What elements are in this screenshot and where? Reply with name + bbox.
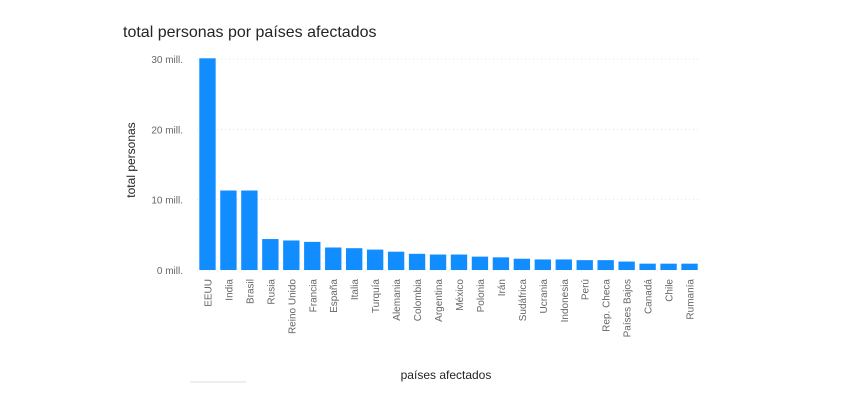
y-axis-ticks: 0 mill. 10 mill. 20 mill. 30 mill.	[151, 55, 183, 277]
x-tick-label: Indonesia	[560, 279, 571, 323]
bar-m-xico[interactable]	[450, 254, 468, 270]
x-tick-label: India	[224, 279, 235, 301]
bar-colombia[interactable]	[408, 253, 426, 270]
x-tick-label: México	[455, 279, 466, 311]
bar-sud-frica[interactable]	[513, 258, 531, 270]
y-tick-label: 10 mill.	[151, 196, 183, 207]
scroll-indicator	[190, 381, 246, 383]
y-tick-label: 20 mill.	[151, 125, 183, 136]
x-tick-label: Turquía	[371, 279, 382, 314]
x-tick-label: Alemania	[392, 279, 403, 321]
gridlines	[197, 58, 700, 271]
x-tick-label: Rep. Checa	[602, 279, 613, 332]
x-tick-label: España	[329, 279, 340, 313]
bar-argentina[interactable]	[429, 254, 447, 270]
bar-ruman-a[interactable]	[681, 263, 698, 270]
x-tick-label: Sudáfrica	[518, 279, 529, 322]
x-tick-label: Irán	[497, 279, 508, 296]
bar-polonia[interactable]	[471, 256, 489, 270]
x-tick-label: Colombia	[413, 279, 424, 322]
bar-reino-unido[interactable]	[283, 240, 300, 270]
y-tick-label: 30 mill.	[151, 55, 183, 66]
x-tick-label: Ucrania	[539, 279, 550, 314]
bar-chile[interactable]	[660, 263, 677, 270]
x-axis-title: países afectados	[400, 368, 492, 382]
x-tick-label: Chile	[665, 279, 676, 302]
bars	[199, 58, 698, 270]
bar-eeuu[interactable]	[199, 58, 216, 270]
bar-rusia[interactable]	[262, 239, 279, 270]
x-tick-label: Italia	[350, 279, 361, 301]
x-tick-label: EEUU	[203, 279, 214, 307]
x-tick-label: Rusia	[266, 279, 277, 305]
bar-indonesia[interactable]	[555, 259, 572, 270]
bar-ucrania[interactable]	[534, 259, 551, 270]
x-tick-label: Rumanía	[686, 279, 697, 320]
bar-italia[interactable]	[346, 248, 363, 270]
bar-alemania[interactable]	[387, 251, 405, 270]
bar-rep-checa[interactable]	[597, 260, 614, 270]
bar-turqu-a[interactable]	[366, 249, 384, 270]
x-tick-label: Francia	[308, 279, 319, 313]
bar-espa-a[interactable]	[325, 247, 342, 270]
x-tick-label: Reino Unido	[287, 279, 298, 334]
x-tick-label: Brasil	[245, 279, 256, 304]
chart-panel	[117, 20, 713, 384]
bar-pa-ses-bajos[interactable]	[618, 261, 635, 270]
x-tick-label: Canadá	[644, 279, 655, 314]
bar-india[interactable]	[220, 190, 237, 270]
bar-brasil[interactable]	[241, 190, 258, 270]
chart-title: total personas por países afectados	[123, 24, 377, 41]
bar-canad-[interactable]	[639, 263, 656, 270]
x-tick-label: Polonia	[476, 279, 487, 313]
bar-per-[interactable]	[576, 260, 593, 270]
x-tick-label: Perú	[581, 279, 592, 300]
x-axis-ticks: EEUU India Brasil Rusia Reino Unido Francia Es…	[203, 279, 696, 338]
y-tick-label: 0 mill.	[157, 266, 183, 277]
bar-ir-n[interactable]	[492, 257, 510, 270]
x-tick-label: Argentina	[434, 279, 445, 322]
x-tick-label: Países Bajos	[623, 279, 634, 337]
bar-francia[interactable]	[304, 241, 321, 270]
